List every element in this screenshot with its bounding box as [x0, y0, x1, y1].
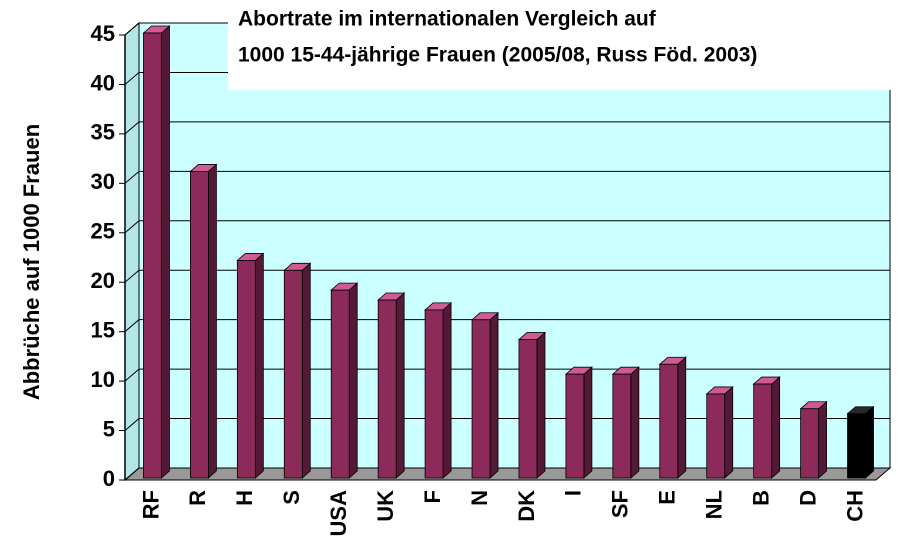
x-tick-label: NL	[702, 490, 727, 519]
y-tick-label: 10	[91, 367, 115, 392]
y-tick-label: 0	[103, 466, 115, 491]
x-tick-label: D	[795, 490, 820, 506]
bar-side	[348, 282, 358, 479]
bar-side	[161, 25, 170, 479]
y-tick-label: 40	[91, 70, 115, 95]
x-tick-label: E	[655, 490, 680, 505]
bar	[706, 393, 726, 479]
bar-side	[630, 366, 640, 479]
y-axis-label: Abbrüche auf 1000 Frauen	[19, 124, 44, 400]
bar	[377, 299, 397, 479]
bar-side	[208, 163, 217, 479]
y-tick-label: 35	[91, 120, 115, 145]
y-tick-label: 20	[91, 268, 115, 293]
grid-line	[124, 418, 140, 431]
x-tick-label: F	[420, 490, 445, 503]
bar	[236, 260, 256, 479]
bar-side	[865, 405, 874, 479]
x-tick-label: UK	[373, 490, 398, 522]
x-tick-label: DK	[514, 490, 539, 522]
grid-line	[124, 467, 140, 481]
bar	[518, 339, 538, 479]
bar	[612, 373, 632, 479]
bar-side	[677, 356, 687, 479]
grid-line	[124, 170, 140, 184]
bar-side	[818, 400, 827, 479]
bar-side	[771, 376, 781, 479]
bar-side	[583, 366, 593, 479]
x-tick-label: SF	[608, 490, 633, 518]
x-tick-label: I	[561, 490, 586, 496]
x-tick-label: B	[748, 490, 773, 506]
bar	[283, 269, 303, 479]
y-tick-label: 30	[91, 169, 115, 194]
grid-line	[124, 220, 140, 234]
chart-title: Abortrate im internationalen Vergleich a…	[238, 8, 657, 31]
side-wall	[124, 21, 140, 482]
y-tick-label: 5	[103, 416, 115, 441]
x-tick-label: N	[467, 490, 492, 506]
bar	[330, 289, 350, 479]
title-box	[228, 0, 907, 90]
bar-side	[724, 386, 734, 479]
grid-line	[124, 319, 140, 333]
bar	[565, 373, 585, 479]
bar-side	[254, 252, 264, 479]
bar	[800, 408, 819, 479]
grid-line	[124, 22, 140, 36]
y-tick-label: 15	[91, 317, 115, 342]
bar	[190, 171, 209, 479]
x-tick-label: R	[185, 490, 210, 506]
bar-side	[395, 292, 405, 479]
x-tick-label: RF	[138, 490, 163, 519]
grid-line	[124, 121, 140, 135]
bar	[847, 413, 866, 479]
x-tick-label: USA	[326, 490, 351, 537]
bar-side	[301, 262, 311, 479]
x-tick-label: S	[279, 490, 304, 505]
y-tick-label: 25	[91, 219, 115, 244]
bar	[471, 319, 491, 479]
x-tick-label: H	[232, 490, 257, 506]
bar	[753, 383, 773, 479]
grid-line	[124, 72, 140, 85]
chart-title: 1000 15-44-jährige Frauen (2005/08, Russ…	[238, 44, 757, 67]
bar-side	[489, 311, 499, 479]
y-tick-label: 45	[91, 21, 115, 46]
bar	[424, 309, 444, 479]
bar-side	[536, 331, 546, 479]
bar	[143, 32, 162, 479]
bar-side	[442, 302, 452, 479]
grid-line	[124, 368, 140, 382]
bar	[659, 363, 679, 479]
grid-line	[124, 269, 140, 283]
x-tick-label: CH	[842, 490, 867, 522]
